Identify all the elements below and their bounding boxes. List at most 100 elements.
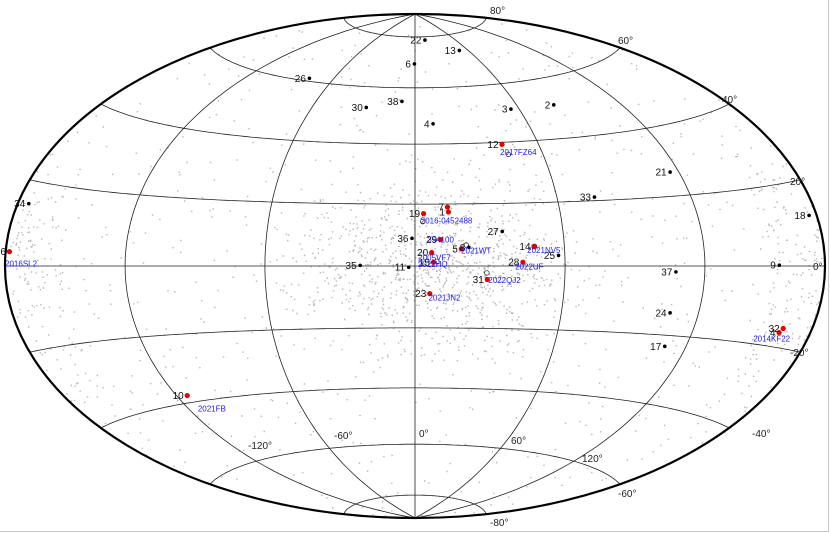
object-number-label: 10 xyxy=(173,391,185,402)
lon-tick-label: 120° xyxy=(582,454,603,465)
object-marker xyxy=(662,344,667,349)
object-marker xyxy=(807,213,811,218)
lat-tick-label: -60° xyxy=(618,489,636,500)
tick-labels: 80° 60° 40° 20° 0° -20° -40° -60° -80° -120° -60° 0… xyxy=(248,6,823,529)
object-marker xyxy=(458,246,464,252)
object-number-label: 13 xyxy=(445,46,457,57)
object-number-label: 22 xyxy=(410,36,422,47)
object-number-label: 8 xyxy=(460,243,466,254)
object-number-label: 26 xyxy=(295,74,307,85)
object-number-label: 23 xyxy=(415,289,427,300)
background-points xyxy=(9,23,826,517)
object-designation-label: 2014KF22 xyxy=(753,334,790,343)
object-designation-label: 2021WT xyxy=(461,247,491,256)
object-number-label: 31 xyxy=(473,275,485,286)
object-designation-label: 2016-0452488 xyxy=(421,217,473,226)
object-marker xyxy=(777,263,782,268)
lat-tick-label: 60° xyxy=(618,36,633,47)
object-number-label: 6 xyxy=(405,59,411,70)
object-marker xyxy=(6,249,13,255)
lat-tick-label: 80° xyxy=(490,6,505,17)
lon-tick-label: -120° xyxy=(248,441,272,452)
lat-tick-label: -20° xyxy=(790,348,808,359)
object-marker xyxy=(668,170,672,174)
object-marker xyxy=(668,311,672,315)
open-marker xyxy=(463,242,469,248)
object-marker xyxy=(358,263,362,268)
object-designation-label: 2016SL2 xyxy=(5,259,38,268)
object-number-label: 5 xyxy=(452,244,458,255)
object-number-label: 15 xyxy=(419,258,431,269)
lat-tick-label: -80° xyxy=(490,518,508,529)
object-number-label: 34 xyxy=(14,199,26,210)
object-marker xyxy=(484,276,490,283)
object-number-label: 35 xyxy=(346,261,358,272)
object-designation-label: 2022HQ xyxy=(418,260,448,269)
object-number-label: 33 xyxy=(580,193,592,204)
object-number-label: 7 xyxy=(438,203,444,214)
lat-tick-label: 20° xyxy=(790,177,805,188)
object-number-label: 21 xyxy=(656,168,668,179)
object-number-label: 1 xyxy=(439,207,445,218)
object-number-label: 9 xyxy=(770,261,776,272)
object-marker xyxy=(780,325,786,332)
lat-tick-label: 40° xyxy=(722,95,737,106)
object-number-label: 16 xyxy=(0,247,6,258)
coordinate-grid xyxy=(5,13,825,519)
object-designation-label: 2005VF7 xyxy=(418,253,451,262)
object-designation-label: 354100 xyxy=(427,236,454,245)
object-number-label: 3 xyxy=(502,105,508,116)
object-marker xyxy=(431,121,435,126)
meridian-line xyxy=(414,13,706,519)
object-number-label: 32 xyxy=(769,324,781,335)
object-number-label: 11 xyxy=(395,263,406,274)
object-marker xyxy=(412,62,417,66)
object-number-label: 24 xyxy=(655,308,667,319)
open-marker xyxy=(419,218,426,225)
object-marker xyxy=(184,392,190,399)
object-number-label: 36 xyxy=(397,234,409,245)
object-number-label: 20 xyxy=(417,248,429,259)
object-number-label: 25 xyxy=(544,251,556,262)
object-marker xyxy=(430,259,437,265)
meridian-line xyxy=(414,13,566,519)
lon-tick-label: -60° xyxy=(334,431,352,442)
object-number-label: 27 xyxy=(488,227,500,238)
object-number-label: 29 xyxy=(426,235,438,246)
projection-outline xyxy=(3,12,827,520)
object-number-label: 37 xyxy=(661,267,673,278)
object-marker xyxy=(400,99,404,104)
object-marker xyxy=(437,236,444,243)
object-marker xyxy=(499,141,505,147)
object-marker xyxy=(444,204,451,210)
object-number-label: 19 xyxy=(409,209,421,220)
object-number-label: 18 xyxy=(794,211,806,222)
object-marker xyxy=(500,229,505,234)
object-number-label: 12 xyxy=(487,140,499,151)
lon-tick-label: 0° xyxy=(419,429,429,440)
object-marker xyxy=(26,201,31,206)
object-marker xyxy=(445,209,452,215)
object-marker xyxy=(410,236,414,241)
lat-tick-label: -40° xyxy=(752,429,770,440)
object-markers xyxy=(6,38,811,399)
object-marker xyxy=(509,107,513,111)
object-marker xyxy=(776,329,782,336)
object-marker xyxy=(556,253,561,258)
object-designation-label: 2022QJ2 xyxy=(488,276,521,285)
lon-tick-label: 60° xyxy=(511,436,526,447)
object-marker xyxy=(592,195,597,199)
object-marker xyxy=(551,103,556,107)
object-designation-label: 2022UF xyxy=(515,262,544,271)
background-point-cloud xyxy=(9,23,826,517)
object-marker xyxy=(520,259,526,265)
object-marker xyxy=(364,105,369,110)
object-designation-label: 2021FB xyxy=(198,404,226,413)
object-marker xyxy=(674,270,678,274)
object-number-label: 14 xyxy=(519,242,531,253)
object-marker xyxy=(457,48,462,53)
meridian-line xyxy=(124,13,416,519)
